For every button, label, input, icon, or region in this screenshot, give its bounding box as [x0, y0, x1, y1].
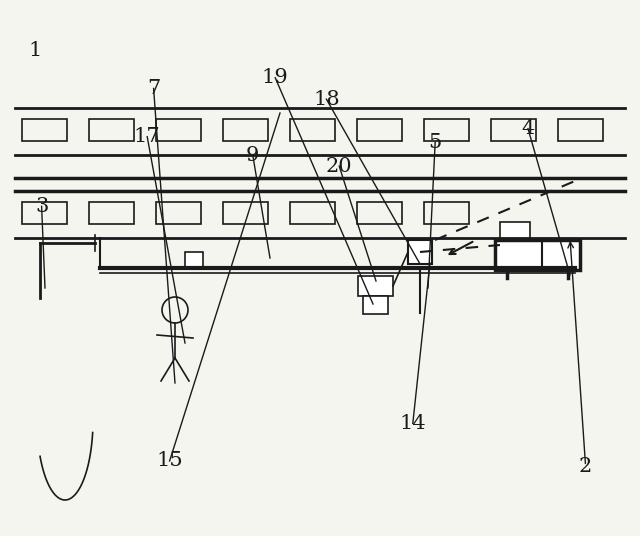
Bar [223, 202, 268, 224]
Bar [156, 202, 201, 224]
Bar [89, 202, 134, 224]
Bar [357, 119, 402, 141]
Bar [223, 119, 268, 141]
Bar [424, 202, 469, 224]
Text: 3: 3 [35, 197, 48, 216]
Text: 14: 14 [399, 414, 426, 433]
Bar [558, 119, 603, 141]
Bar [491, 119, 536, 141]
Bar [290, 202, 335, 224]
Text: 19: 19 [262, 68, 289, 87]
Bar [22, 202, 67, 224]
Text: 5: 5 [429, 132, 442, 152]
Bar [363, 296, 388, 314]
Text: 9: 9 [246, 146, 259, 165]
Bar [408, 240, 432, 264]
Bar [424, 119, 469, 141]
Text: 17: 17 [134, 127, 161, 146]
Text: 1: 1 [29, 41, 42, 61]
Bar [89, 119, 134, 141]
Bar [22, 119, 67, 141]
Bar [358, 276, 393, 296]
Bar [290, 119, 335, 141]
Text: 7: 7 [147, 79, 160, 98]
Text: 15: 15 [156, 451, 183, 471]
Bar [495, 240, 580, 270]
Bar [156, 119, 201, 141]
Bar [357, 202, 402, 224]
Text: 20: 20 [326, 157, 353, 176]
Bar [500, 222, 530, 240]
Text: 18: 18 [313, 90, 340, 109]
Text: 2: 2 [579, 457, 592, 476]
Text: 4: 4 [522, 119, 534, 138]
Bar [185, 252, 203, 268]
